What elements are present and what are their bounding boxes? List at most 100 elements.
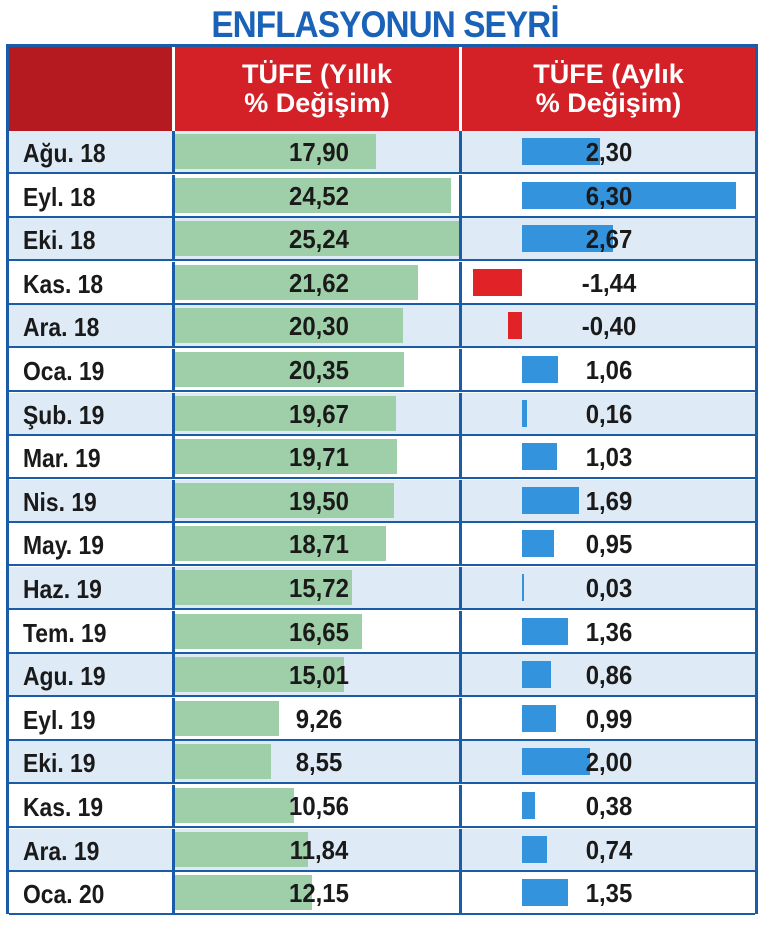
row-label: Tem. 19 bbox=[23, 617, 107, 648]
column-divider bbox=[459, 654, 462, 696]
annual-bar bbox=[175, 352, 404, 387]
column-divider bbox=[459, 349, 462, 390]
row-label: Oca. 19 bbox=[23, 356, 105, 386]
table-row: Şub. 19 19,67 0,16 bbox=[9, 392, 755, 436]
monthly-value-label: 6,30 bbox=[585, 180, 633, 211]
annual-bar bbox=[175, 831, 308, 867]
monthly-bar bbox=[522, 617, 568, 645]
annual-value-label: 15,72 bbox=[289, 573, 349, 603]
column-divider bbox=[172, 828, 175, 870]
annual-header-line-1: TÜFE (Yıllık bbox=[241, 59, 393, 89]
row-label: Şub. 19 bbox=[23, 399, 105, 430]
row-label: Agu. 19 bbox=[23, 661, 106, 692]
annual-bar bbox=[175, 177, 451, 213]
column-divider bbox=[172, 697, 175, 739]
header-divider bbox=[172, 47, 175, 131]
row-label: Nis. 19 bbox=[23, 486, 97, 517]
annual-value-label: 12,15 bbox=[289, 878, 349, 909]
table-row: Tem. 19 16,65 1,36 bbox=[9, 610, 755, 654]
column-divider bbox=[172, 131, 175, 172]
monthly-column-header: TÜFE (Aylık % Değişim) bbox=[462, 47, 755, 131]
monthly-negative-bar bbox=[508, 312, 522, 340]
table-row: Oca. 19 20,35 1,06 bbox=[9, 349, 755, 392]
monthly-value-label: 0,16 bbox=[585, 398, 633, 429]
monthly-value-label: 0,03 bbox=[585, 573, 633, 603]
table-row: Kas. 19 10,56 0,38 bbox=[9, 785, 755, 828]
column-divider bbox=[172, 610, 175, 652]
annual-value-label: 9,26 bbox=[295, 703, 343, 734]
table-row: Nis. 19 19,50 1,69 bbox=[9, 479, 755, 523]
column-divider bbox=[459, 436, 462, 478]
table-row: Haz. 19 15,72 0,03 bbox=[9, 567, 755, 610]
column-divider bbox=[459, 828, 462, 870]
annual-bar bbox=[175, 700, 279, 736]
row-label: Eyl. 19 bbox=[23, 704, 96, 735]
header-corner bbox=[9, 47, 172, 131]
column-divider bbox=[459, 610, 462, 652]
annual-value-label: 21,62 bbox=[289, 267, 349, 298]
monthly-bar bbox=[522, 879, 568, 907]
annual-value-label: 17,90 bbox=[289, 137, 349, 167]
annual-bar bbox=[175, 657, 344, 693]
row-label: Eki. 19 bbox=[23, 748, 96, 779]
row-label: Mar. 19 bbox=[23, 443, 101, 474]
annual-value-label: 18,71 bbox=[289, 529, 349, 560]
monthly-value-label: 0,38 bbox=[585, 791, 633, 821]
column-divider bbox=[172, 436, 175, 478]
monthly-header-line-1: TÜFE (Aylık bbox=[533, 59, 684, 89]
column-divider bbox=[459, 523, 462, 565]
header-divider bbox=[459, 47, 462, 131]
monthly-value-label: 0,95 bbox=[585, 529, 633, 560]
row-label: Ara. 18 bbox=[23, 312, 100, 343]
monthly-value-label: 2,00 bbox=[585, 747, 633, 778]
monthly-header-line-2: % Değişim) bbox=[535, 88, 682, 118]
annual-bar bbox=[175, 526, 386, 562]
chart-title: ENFLASYONUN SEYRİ bbox=[211, 4, 559, 45]
table-row: Mar. 19 19,71 1,03 bbox=[9, 436, 755, 480]
column-divider bbox=[172, 479, 175, 521]
table-row: Oca. 20 12,15 1,35 bbox=[9, 872, 755, 916]
annual-bar bbox=[175, 570, 352, 605]
monthly-bar bbox=[522, 574, 524, 601]
monthly-bar bbox=[522, 704, 556, 732]
column-divider bbox=[459, 261, 462, 303]
annual-column-header: TÜFE (Yıllık % Değişim) bbox=[175, 47, 459, 131]
row-label: Kas. 18 bbox=[23, 268, 104, 299]
monthly-bar bbox=[522, 399, 527, 427]
annual-header-line-2: % Değişim) bbox=[244, 88, 390, 118]
monthly-bar bbox=[522, 661, 551, 689]
monthly-bar bbox=[522, 530, 554, 558]
table-row: Agu. 19 15,01 0,86 bbox=[9, 654, 755, 698]
monthly-value-label: -1,44 bbox=[581, 267, 637, 298]
monthly-value-label: 1,06 bbox=[585, 355, 633, 385]
monthly-bar bbox=[522, 225, 613, 253]
annual-bar bbox=[175, 308, 403, 344]
annual-value-label: 19,71 bbox=[289, 442, 349, 473]
table-row: Ara. 19 11,84 0,74 bbox=[9, 828, 755, 872]
column-divider bbox=[172, 741, 175, 783]
column-divider bbox=[459, 131, 462, 172]
annual-value-label: 25,24 bbox=[289, 224, 349, 255]
column-divider bbox=[459, 218, 462, 260]
annual-value-label: 20,30 bbox=[289, 311, 349, 342]
row-label: Kas. 19 bbox=[23, 792, 104, 822]
annual-value-label: 10,56 bbox=[289, 791, 349, 821]
table-row: Eyl. 18 24,52 6,30 bbox=[9, 174, 755, 218]
annual-bar bbox=[175, 221, 459, 257]
annual-value-label: 8,55 bbox=[295, 747, 343, 778]
column-divider bbox=[172, 392, 175, 434]
annual-value-label: 11,84 bbox=[289, 834, 349, 865]
column-divider bbox=[172, 305, 175, 347]
annual-bar bbox=[175, 613, 362, 649]
monthly-value-label: 2,67 bbox=[585, 224, 633, 255]
annual-bar bbox=[175, 788, 294, 823]
column-divider bbox=[459, 567, 462, 608]
annual-value-label: 19,67 bbox=[289, 398, 349, 429]
annual-value-label: 20,35 bbox=[289, 355, 349, 385]
monthly-value-label: 0,99 bbox=[585, 703, 633, 734]
row-label: Eki. 18 bbox=[23, 225, 96, 256]
column-divider bbox=[459, 872, 462, 914]
monthly-bar bbox=[522, 443, 557, 471]
row-label: Ara. 19 bbox=[23, 835, 100, 866]
annual-value-label: 19,50 bbox=[289, 485, 349, 516]
